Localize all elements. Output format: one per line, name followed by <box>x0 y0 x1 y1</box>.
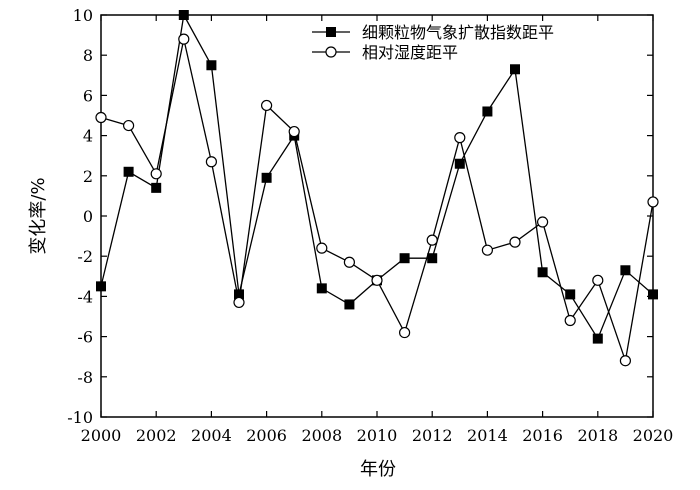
y-tick-label: -2 <box>77 247 93 266</box>
data-point-square <box>234 289 244 300</box>
data-point-circle <box>150 168 162 180</box>
data-point-circle <box>536 216 549 228</box>
x-tick-label: 2016 <box>522 426 563 445</box>
legend-label: 相对湿度距平 <box>362 43 458 62</box>
data-point-square <box>344 299 355 310</box>
data-point-circle <box>426 234 438 246</box>
data-point-square <box>648 289 658 300</box>
data-point-square <box>123 166 134 177</box>
x-tick-label: 2006 <box>246 426 287 445</box>
data-point-square <box>565 289 576 300</box>
y-tick-label: 10 <box>73 6 93 25</box>
y-axis-title: 变化率/% <box>28 177 49 254</box>
data-point-square <box>96 281 106 292</box>
series-layer <box>95 10 659 367</box>
y-tick-label: 2 <box>83 167 93 186</box>
y-tick-label: -10 <box>67 408 93 427</box>
data-point-circle <box>205 156 217 168</box>
x-tick-label: 2000 <box>81 426 122 445</box>
y-tick-label: -4 <box>77 287 93 306</box>
data-point-circle <box>592 274 604 286</box>
data-point-circle <box>123 119 135 132</box>
data-point-square <box>620 265 631 276</box>
data-point-circle <box>619 355 632 367</box>
data-point-circle <box>233 296 245 309</box>
data-point-circle <box>371 274 383 286</box>
x-tick-label: 2018 <box>577 426 618 445</box>
data-point-circle <box>509 236 521 248</box>
x-tick-label: 2002 <box>136 426 177 445</box>
data-point-square <box>482 106 493 117</box>
x-tick-label: 2020 <box>633 426 674 445</box>
y-tick-label: 0 <box>83 207 93 226</box>
data-point-circle <box>647 196 659 208</box>
data-point-circle <box>343 256 355 268</box>
data-point-square <box>427 253 438 264</box>
data-point-circle <box>288 125 300 138</box>
data-point-square <box>399 253 410 264</box>
data-point-square <box>178 10 189 20</box>
data-point-circle <box>316 242 328 254</box>
y-tick-label: 6 <box>83 86 93 105</box>
legend-marker-square <box>326 27 336 37</box>
data-point-circle <box>481 244 493 256</box>
data-point-circle <box>564 314 576 327</box>
y-tick-label: -6 <box>77 328 93 347</box>
data-point-square <box>206 60 217 71</box>
x-tick-label: 2004 <box>191 426 232 445</box>
x-tick-label: 2008 <box>301 426 342 445</box>
data-point-square <box>592 333 603 344</box>
data-point-square <box>537 267 548 278</box>
data-point-circle <box>454 132 466 144</box>
data-point-square <box>454 158 465 169</box>
y-tick-label: 4 <box>83 127 93 146</box>
legend-marker-circle <box>325 46 337 58</box>
data-point-circle <box>261 99 273 112</box>
plot-frame <box>100 14 654 418</box>
x-tick-label: 2010 <box>357 426 398 445</box>
x-tick-label: 2014 <box>467 426 508 445</box>
data-point-square <box>510 64 520 75</box>
y-tick-label: -8 <box>77 368 93 387</box>
x-axis-title: 年份 <box>360 459 396 480</box>
x-tick-label: 2012 <box>412 426 453 445</box>
axes: 2000 2002 2004 2006 2008 2010 2012 2014 2016 2018… <box>67 6 673 445</box>
data-point-square <box>261 172 272 183</box>
legend-label: 细颗粒物气象扩散指数距平 <box>362 23 554 42</box>
data-point-circle <box>399 326 411 339</box>
data-point-circle <box>178 33 190 45</box>
y-tick-label: 8 <box>83 46 93 65</box>
data-point-square <box>151 182 162 193</box>
series-line-2 <box>100 38 654 361</box>
data-point-circle <box>95 111 107 124</box>
data-point-square <box>316 283 327 294</box>
